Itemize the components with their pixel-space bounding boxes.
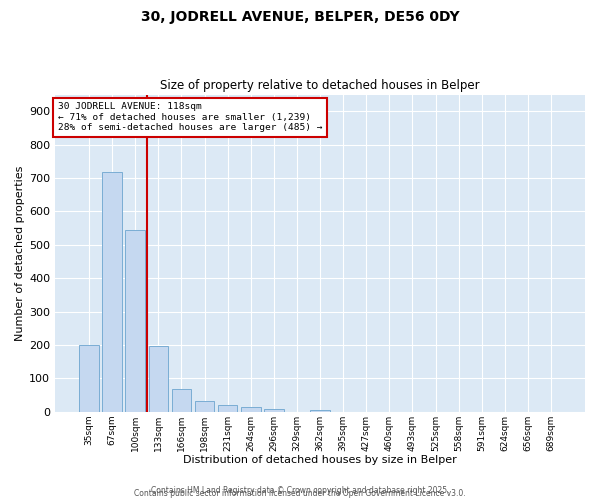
Text: 30 JODRELL AVENUE: 118sqm
← 71% of detached houses are smaller (1,239)
28% of se: 30 JODRELL AVENUE: 118sqm ← 71% of detac… xyxy=(58,102,322,132)
Text: Contains HM Land Registry data © Crown copyright and database right 2025.: Contains HM Land Registry data © Crown c… xyxy=(151,486,449,495)
Bar xyxy=(241,406,260,412)
Bar xyxy=(195,400,214,411)
Bar xyxy=(125,230,145,412)
Bar xyxy=(218,405,238,411)
Bar xyxy=(149,346,168,412)
Bar xyxy=(79,345,99,412)
X-axis label: Distribution of detached houses by size in Belper: Distribution of detached houses by size … xyxy=(183,455,457,465)
Text: Contains public sector information licensed under the Open Government Licence v3: Contains public sector information licen… xyxy=(134,488,466,498)
Bar xyxy=(103,172,122,412)
Bar xyxy=(264,410,284,412)
Text: 30, JODRELL AVENUE, BELPER, DE56 0DY: 30, JODRELL AVENUE, BELPER, DE56 0DY xyxy=(140,10,460,24)
Title: Size of property relative to detached houses in Belper: Size of property relative to detached ho… xyxy=(160,79,480,92)
Bar xyxy=(310,410,330,412)
Bar xyxy=(172,389,191,411)
Y-axis label: Number of detached properties: Number of detached properties xyxy=(15,166,25,341)
